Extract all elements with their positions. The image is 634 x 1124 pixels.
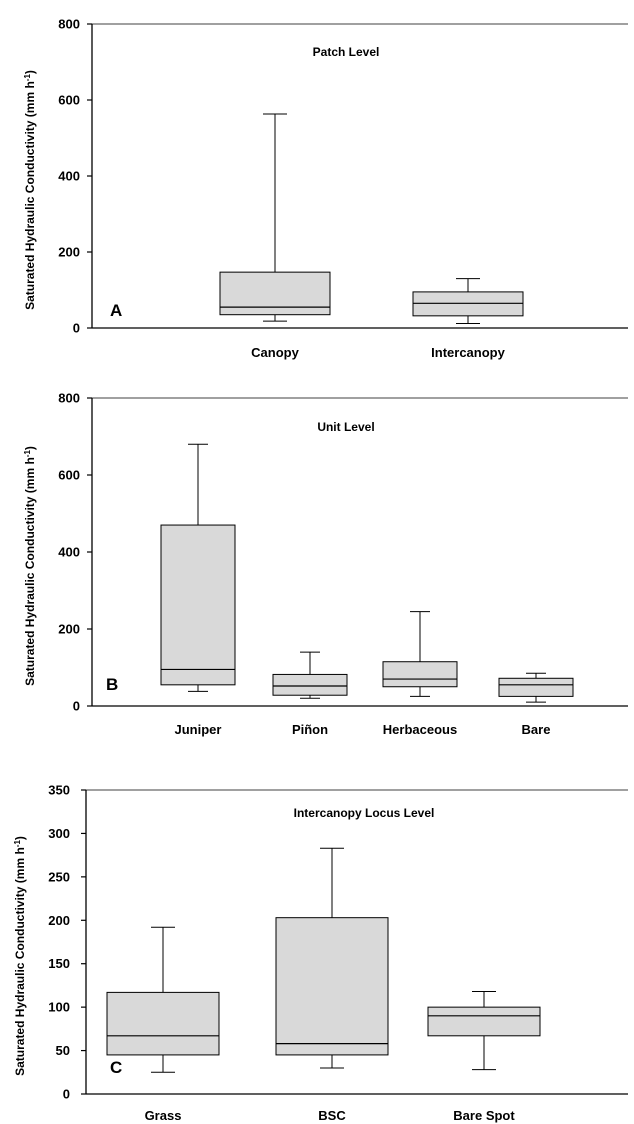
panel-c-ytick-label: 0	[63, 1087, 70, 1102]
panel-a-ytick-label: 200	[58, 245, 80, 260]
panel-a-letter: A	[110, 301, 122, 320]
panel-b-title: Unit Level	[317, 420, 374, 434]
panel-a-ytick-label: 400	[58, 169, 80, 184]
panel-a-ytick-label: 800	[58, 17, 80, 32]
panel-c-y-axis-label: Saturated Hydraulic Conductivity (mm h-1…	[13, 836, 28, 1076]
panel-c-ytick-label: 150	[48, 956, 70, 971]
panel-a-ytick-label: 600	[58, 93, 80, 108]
panel-b-ytick-label: 200	[58, 622, 80, 637]
panel-a-y-axis-label: Saturated Hydraulic Conductivity (mm h-1…	[23, 70, 38, 310]
panel-b-box-bare	[498, 677, 574, 697]
panel-b-ytick-label: 800	[58, 391, 80, 406]
panel-a-title: Patch Level	[313, 45, 380, 59]
panel-b-category-label-bare: Bare	[522, 722, 551, 737]
panel-a-ytick-label: 0	[73, 321, 80, 336]
panel-c-box-bare-spot	[427, 1006, 541, 1037]
panel-c-letter: C	[110, 1058, 122, 1077]
panel-b-ytick-label: 400	[58, 545, 80, 560]
panel-b-ytick-label: 600	[58, 468, 80, 483]
panel-c-category-label-bare-spot: Bare Spot	[453, 1108, 515, 1123]
panel-b-y-axis-label: Saturated Hydraulic Conductivity (mm h-1…	[23, 446, 38, 686]
panel-b-letter: B	[106, 675, 118, 694]
panel-c-ytick-label: 350	[48, 783, 70, 798]
panel-c-title: Intercanopy Locus Level	[294, 806, 435, 820]
panel-c-ytick-label: 300	[48, 826, 70, 841]
panel-b-category-label-herbaceous: Herbaceous	[383, 722, 457, 737]
panel-b-category-label-juniper: Juniper	[175, 722, 222, 737]
panel-b-box-pi-on	[272, 673, 348, 696]
panel-c-box-bsc	[275, 917, 389, 1056]
panel-a-box-canopy	[219, 271, 331, 316]
panel-b-ytick-label: 0	[73, 699, 80, 714]
panel-b-box-herbaceous	[382, 661, 458, 688]
panel-b-category-label-pi-on: Piñon	[292, 722, 328, 737]
panel-c-ytick-label: 100	[48, 1000, 70, 1015]
panel-a-category-label-intercanopy: Intercanopy	[431, 345, 505, 360]
panel-b-box-juniper	[160, 524, 236, 686]
panel-c-category-label-grass: Grass	[145, 1108, 182, 1123]
panel-c-ytick-label: 250	[48, 869, 70, 884]
panel-c-box-grass	[106, 991, 220, 1056]
panel-a-category-label-canopy: Canopy	[251, 345, 299, 360]
panel-c-ytick-label: 200	[48, 913, 70, 928]
panel-c-ytick-label: 50	[56, 1043, 70, 1058]
panel-c-category-label-bsc: BSC	[318, 1108, 346, 1123]
